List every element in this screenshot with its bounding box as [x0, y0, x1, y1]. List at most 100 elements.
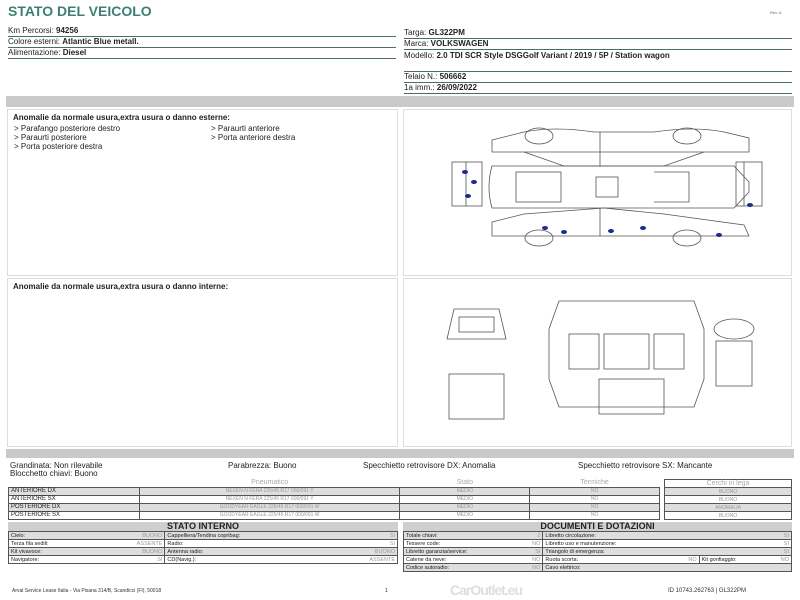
tire-thermal: NO — [529, 494, 660, 504]
exterior-list-1: > Parafango posteriore destro > Paraurti… — [14, 124, 120, 151]
car-exterior-diagram — [451, 127, 763, 247]
damage-item: > Porta anteriore destra — [211, 133, 296, 142]
model-label: Modello: — [404, 51, 437, 60]
tire-model: NEXEN N FERA 225/45 R17 000/091 Y — [138, 494, 401, 504]
rim-row: BUONO — [664, 511, 792, 520]
tire-position: POSTERIORE DX — [8, 502, 140, 512]
chassis-value: 506662 — [439, 72, 467, 81]
info-row: Codice autoradio: NO Cavo elettrico: — [403, 563, 792, 572]
damage-marker — [561, 230, 567, 234]
damage-marker — [465, 194, 471, 198]
field-value: ASSENTE — [332, 555, 399, 564]
model-value: 2.0 TDI SCR Style DSGGolf Variant / 2019… — [436, 51, 670, 60]
damage-marker — [462, 170, 468, 174]
fuel-label: Alimentazione: — [8, 48, 63, 57]
field-value: SI — [520, 547, 544, 556]
tires-table: Pneumatico Stato Termiche ANTERIORE DX NEXE… — [8, 479, 660, 520]
rims-table: Cerchi in lega BUONO BUONO ANOMALIA BUONO — [664, 479, 792, 520]
field-value: BUONO — [99, 547, 166, 556]
plate-value: GL322PM — [428, 28, 465, 37]
rim-status: BUONO — [664, 487, 792, 496]
damage-marker — [608, 229, 614, 233]
interior-status-title: STATO INTERNO — [8, 522, 398, 531]
interior-panel: Anomalie da normale usura,extra usura o … — [7, 278, 398, 447]
field-value: NO — [520, 555, 544, 564]
field-value — [676, 563, 792, 572]
exterior-panel: Anomalie da normale usura,extra usura o … — [7, 109, 398, 276]
brand-label: Marca: — [404, 39, 431, 48]
chassis-field: Telaio N.: 506662 — [404, 72, 792, 83]
tire-position: ANTERIORE DX — [8, 486, 140, 496]
km-label: Km Percorsi: — [8, 26, 57, 35]
tire-row: ANTERIORE SX NEXEN N FERA 225/45 R17 000/… — [8, 494, 660, 504]
damage-marker — [542, 226, 548, 230]
km-value: 94256 — [56, 26, 79, 35]
tire-row: POSTERIORE DX GOODYEAR EAGLE 225/45 R17 0… — [8, 502, 660, 512]
tire-row: POSTERIORE SX GOODYEAR EAGLE 225/45 R17 0… — [8, 510, 660, 520]
color-label: Colore esterni: — [8, 37, 63, 46]
brand-field: Marca: VOLKSWAGEN — [404, 39, 792, 50]
tire-row: ANTERIORE DX NEXEN N FERA 225/45 R17 000/… — [8, 486, 660, 496]
tire-status: MEDIO — [399, 494, 531, 504]
field-value: NO — [520, 539, 544, 548]
documents-section: DOCUMENTI E DOTAZIONI Totale chiavi: 2 Lib… — [403, 522, 792, 572]
field-label: Triangolo di emergenza: — [542, 547, 677, 556]
km-field: Km Percorsi: 94256 — [8, 26, 396, 37]
revision-label: Rev. A — [770, 10, 782, 15]
exterior-diagram-panel — [403, 109, 792, 276]
fuel-value: Diesel — [62, 48, 87, 57]
tire-model: GOODYEAR EAGLE 225/45 R17 000/091 W — [138, 502, 401, 512]
key-block-status: Blocchetto chiavi: Buono — [10, 469, 98, 478]
field-label: Libretto uso e manutenzione: — [542, 539, 677, 548]
fuel-field: Alimentazione: Diesel — [8, 48, 396, 59]
field-value: SI — [676, 547, 792, 556]
field-value: 2 — [520, 531, 544, 540]
interior-diagram-panel — [403, 278, 792, 447]
field-label: Totale chiavi: — [403, 531, 521, 540]
damage-item: > Porta posteriore destra — [14, 142, 103, 151]
col-header-thermal: Termiche — [529, 479, 660, 488]
field-label: Ruota scorta: — [542, 555, 677, 564]
info-row: Terza fila sedili: ASSENTE Radio: SI — [7, 539, 399, 548]
field-value: NO — [768, 555, 792, 564]
rim-status: ANOMALIA — [664, 503, 792, 512]
tire-model: NEXEN N FERA 225/45 R17 000/091 Y — [138, 486, 401, 496]
field-value: SI — [676, 539, 792, 548]
rim-row: BUONO — [664, 495, 792, 504]
info-row: Navigatore: SI CD(Navig.): ASSENTE — [7, 555, 399, 564]
col-header-tire: Pneumatico — [139, 479, 400, 488]
mirror-sx-status: Specchietto retrovisore SX: Mancante — [578, 461, 713, 470]
field-value: BUONO — [99, 531, 166, 540]
color-field: Colore esterni: Atlantic Blue metall. — [8, 37, 396, 48]
field-value: NO — [676, 555, 700, 564]
damage-marker — [747, 203, 753, 207]
section-divider — [6, 449, 794, 458]
model-field: Modello: 2.0 TDI SCR Style DSGGolf Varia… — [404, 50, 792, 72]
field-value: SI — [332, 531, 399, 540]
plate-field: Targa: GL322PM — [404, 28, 792, 39]
document-id: ID 10743.262763 | GL322PM — [668, 588, 746, 594]
damage-marker — [471, 180, 477, 184]
interior-status-table: Cielo: BUONO Cappelliera/Tendina copribag:… — [7, 531, 399, 564]
info-row: Libretto garanzia/service: SI Triangolo di… — [403, 547, 792, 556]
field-label: Libretto circolazione: — [542, 531, 677, 540]
field-label: Antenna radio: — [164, 547, 333, 556]
exterior-title: Anomalie da normale usura,extra usura o … — [13, 113, 230, 122]
tire-status: MEDIO — [399, 486, 531, 496]
field-label: Cappelliera/Tendina copribag: — [164, 531, 333, 540]
field-label: Radio: — [164, 539, 333, 548]
rim-status: BUONO — [664, 495, 792, 504]
field-value: BUONO — [332, 547, 399, 556]
field-label: Codice autoradio: — [403, 563, 521, 572]
field-label: Kit vivavoce: — [7, 547, 100, 556]
field-value: SI — [676, 531, 792, 540]
car-interior-diagram — [446, 300, 755, 420]
tire-thermal: NO — [529, 510, 660, 520]
tire-thermal: NO — [529, 486, 660, 496]
info-row: Cielo: BUONO Cappelliera/Tendina copribag:… — [7, 531, 399, 540]
info-row: Catene da neve: NO Ruota scorta: NO Kit gonf… — [403, 555, 792, 564]
field-value: NO — [520, 563, 544, 572]
tire-status: MEDIO — [399, 510, 531, 520]
registration-value: 26/09/2022 — [436, 83, 477, 92]
field-value: SI — [99, 555, 166, 564]
